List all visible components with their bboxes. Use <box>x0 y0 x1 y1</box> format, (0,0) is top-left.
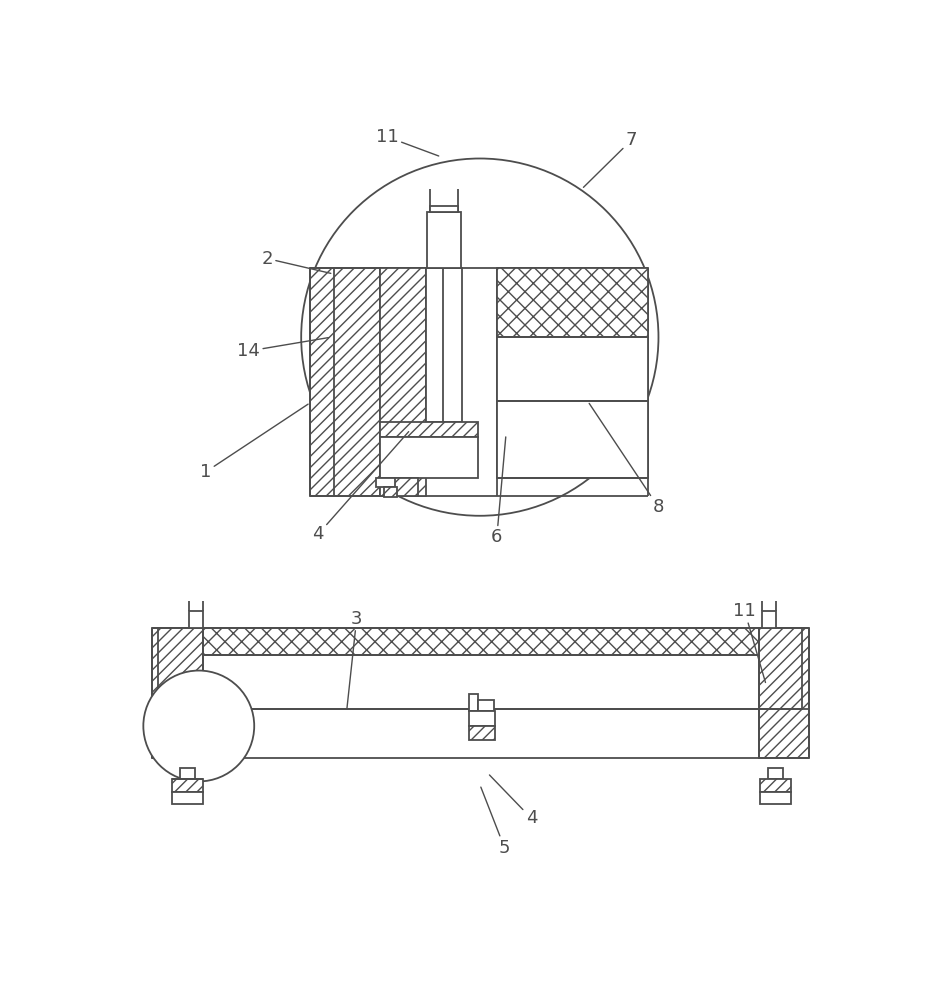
Text: 5: 5 <box>480 787 510 857</box>
Bar <box>427 212 461 268</box>
Bar <box>759 792 790 804</box>
Bar <box>758 628 808 758</box>
Bar <box>202 655 758 709</box>
Bar <box>469 694 477 711</box>
Bar <box>310 268 379 496</box>
Text: 3: 3 <box>346 610 362 709</box>
Bar <box>477 700 493 711</box>
Text: 1: 1 <box>199 404 308 481</box>
Text: 14: 14 <box>237 338 329 360</box>
Bar <box>426 268 461 422</box>
Bar <box>158 628 202 709</box>
Bar <box>152 628 202 758</box>
Bar <box>375 478 395 487</box>
Text: 6: 6 <box>490 437 505 546</box>
Bar <box>496 268 647 337</box>
Text: 2: 2 <box>261 250 330 273</box>
Bar <box>469 711 495 726</box>
Bar <box>379 478 417 496</box>
Bar <box>383 487 397 497</box>
Circle shape <box>143 671 254 781</box>
Bar <box>430 206 458 212</box>
Bar <box>171 792 202 804</box>
Bar <box>767 768 782 779</box>
Bar <box>379 422 477 437</box>
Bar <box>758 628 801 709</box>
Bar <box>379 437 477 478</box>
Bar <box>496 401 647 478</box>
Text: 7: 7 <box>583 131 636 187</box>
Bar <box>180 768 195 779</box>
Bar <box>469 726 495 740</box>
Circle shape <box>300 158 658 516</box>
Bar <box>171 779 202 792</box>
Bar <box>379 268 426 496</box>
Text: 4: 4 <box>489 775 536 827</box>
Bar <box>759 779 790 792</box>
Bar <box>496 337 647 401</box>
Text: 8: 8 <box>589 403 664 516</box>
Bar <box>188 611 202 628</box>
Text: 11: 11 <box>733 602 765 683</box>
Bar <box>202 628 758 655</box>
Text: 11: 11 <box>375 128 438 156</box>
Text: 4: 4 <box>312 432 408 543</box>
Bar <box>762 611 775 628</box>
